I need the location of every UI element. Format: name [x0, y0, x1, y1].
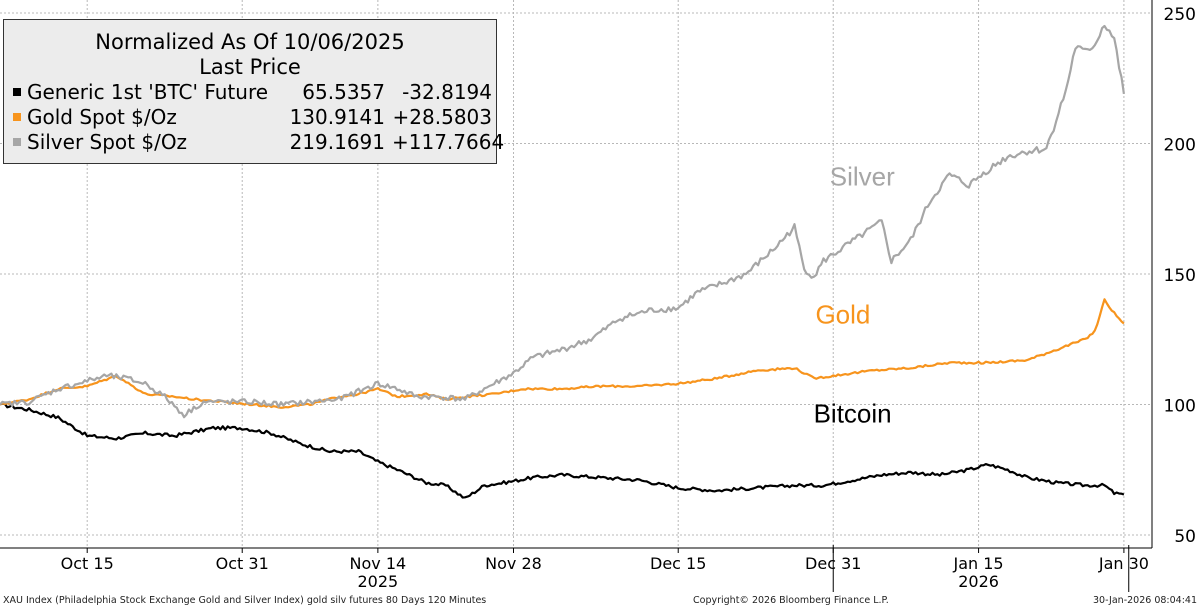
x-axis-tick-labels: Oct 15 Oct 31 Nov 14 Nov 28 Dec 15 Dec 31 Jan …	[61, 554, 1149, 573]
series-line-silver	[0, 24, 1125, 419]
year-labels: 2025 2026	[358, 572, 999, 591]
legend-swatch-btc	[13, 88, 21, 96]
legend-name-btc: Generic 1st 'BTC' Future	[27, 80, 269, 104]
x-tick-label-1: Oct 31	[216, 554, 269, 573]
x-tick-label-5: Dec 31	[805, 554, 861, 573]
year-label-0: 2025	[358, 572, 399, 591]
y-tick-label-200: 200	[1164, 136, 1196, 156]
year-label-1: 2026	[958, 572, 999, 591]
legend-last-price-btc: 65.5357	[302, 80, 385, 104]
legend-swatch-silver	[13, 138, 21, 146]
x-tick-label-6: Jan 15	[953, 554, 1004, 573]
y-tick-label-150: 150	[1164, 266, 1196, 286]
legend-name-silver: Silver Spot $/Oz	[27, 130, 188, 154]
legend-change-btc: -32.8194	[402, 80, 492, 104]
y-tick-label-50: 50	[1174, 527, 1196, 547]
x-axis-ticks	[86, 548, 1125, 553]
series-lines	[0, 24, 1125, 499]
series-label-btc: Bitcoin	[814, 399, 892, 429]
x-tick-label-7: Jan 30	[1098, 554, 1149, 573]
chart-subtitle: Last Price	[199, 55, 301, 79]
y-axis-tick-labels: 50 100 150 200 250	[1164, 5, 1196, 547]
x-tick-label-4: Dec 15	[650, 554, 706, 573]
legend-name-gold: Gold Spot $/Oz	[27, 105, 177, 129]
legend-swatch-gold	[13, 113, 21, 121]
series-label-gold: Gold	[815, 300, 870, 330]
footer-copyright: Copyright© 2026 Bloomberg Finance L.P.	[693, 595, 889, 606]
legend-change-gold: +28.5803	[392, 105, 492, 129]
y-tick-label-100: 100	[1164, 396, 1196, 416]
y-tick-label-250: 250	[1164, 5, 1196, 25]
x-tick-label-2: Nov 14	[350, 554, 407, 573]
legend: Normalized As Of 10/06/2025 Last Price G…	[3, 19, 505, 164]
series-line-gold	[0, 298, 1125, 409]
legend-last-price-silver: 219.1691	[289, 130, 385, 154]
chart-title: Normalized As Of 10/06/2025	[95, 30, 405, 54]
footer-timestamp: 30-Jan-2026 08:04:41	[1093, 595, 1197, 606]
series-label-silver: Silver	[830, 161, 895, 191]
plot-frame	[0, 0, 1153, 549]
footer-source: XAU Index (Philadelphia Stock Exchange G…	[3, 595, 487, 606]
x-tick-label-3: Nov 28	[485, 554, 542, 573]
legend-last-price-gold: 130.9141	[289, 105, 385, 129]
series-line-btc	[0, 402, 1125, 499]
legend-change-silver: +117.7664	[392, 130, 505, 154]
series-labels: Bitcoin Gold Silver	[814, 161, 896, 428]
x-tick-label-0: Oct 15	[61, 554, 114, 573]
